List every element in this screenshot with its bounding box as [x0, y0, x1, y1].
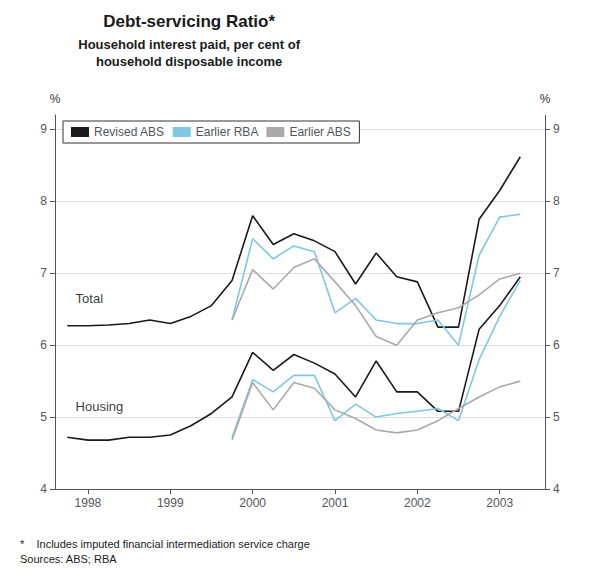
- svg-text:Earlier RBA: Earlier RBA: [196, 125, 259, 139]
- svg-text:5: 5: [553, 410, 560, 424]
- svg-text:7: 7: [40, 266, 47, 280]
- svg-text:6: 6: [553, 338, 560, 352]
- svg-text:Housing: Housing: [76, 399, 124, 414]
- svg-text:Total: Total: [76, 291, 104, 306]
- svg-text:Earlier ABS: Earlier ABS: [289, 125, 350, 139]
- svg-text:%: %: [540, 92, 551, 106]
- svg-text:5: 5: [40, 410, 47, 424]
- svg-text:Sources: ABS; RBA: Sources: ABS; RBA: [20, 553, 117, 565]
- svg-text:7: 7: [553, 266, 560, 280]
- svg-text:4: 4: [40, 482, 47, 496]
- svg-text:9: 9: [553, 122, 560, 136]
- svg-text:2003: 2003: [486, 496, 513, 510]
- svg-text:Household interest paid, per c: Household interest paid, per cent of: [78, 37, 300, 52]
- svg-text:8: 8: [553, 194, 560, 208]
- svg-text:2002: 2002: [404, 496, 431, 510]
- svg-text:1998: 1998: [75, 496, 102, 510]
- svg-text:%: %: [50, 92, 61, 106]
- svg-text:4: 4: [553, 482, 560, 496]
- svg-text:Debt-servicing Ratio*: Debt-servicing Ratio*: [103, 12, 275, 31]
- svg-text:Revised ABS: Revised ABS: [94, 125, 164, 139]
- svg-text:8: 8: [40, 194, 47, 208]
- svg-text:* Includes imputed financia: * Includes imputed financial intermediat…: [20, 538, 310, 550]
- svg-text:1999: 1999: [157, 496, 184, 510]
- svg-text:2001: 2001: [322, 496, 349, 510]
- svg-text:9: 9: [40, 122, 47, 136]
- svg-text:household disposable income: household disposable income: [96, 54, 282, 69]
- svg-text:2000: 2000: [239, 496, 266, 510]
- svg-text:6: 6: [40, 338, 47, 352]
